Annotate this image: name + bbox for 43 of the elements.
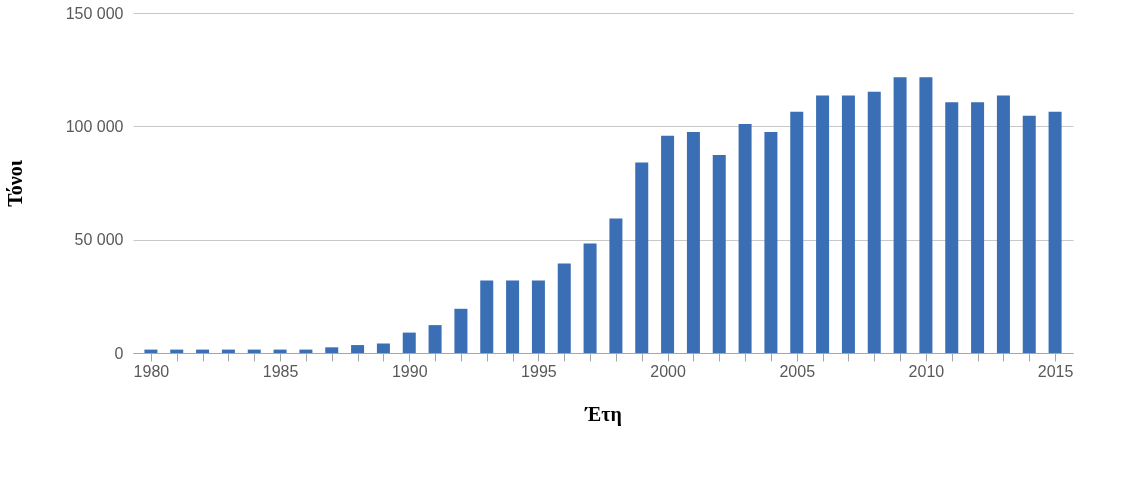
y-axis-title: Τόνοι [3, 159, 26, 207]
bar [790, 111, 804, 353]
x-tick-label: 2015 [1037, 362, 1074, 380]
x-tick-label: 2010 [908, 362, 945, 380]
x-axis-title: Έτη [584, 402, 622, 426]
bar [1048, 111, 1062, 353]
bar [867, 91, 881, 353]
bar [531, 280, 545, 353]
bar [1022, 115, 1036, 353]
bar [996, 95, 1010, 353]
bar [454, 308, 468, 353]
x-tick-label: 1985 [262, 362, 299, 380]
bar [583, 243, 597, 353]
bar [506, 280, 520, 353]
bar [841, 95, 855, 353]
bar [635, 162, 649, 353]
y-tick-label: 50 000 [74, 231, 124, 249]
bar [609, 218, 623, 353]
x-tick-label: 2000 [650, 362, 686, 380]
x-tick-label: 1990 [391, 362, 428, 380]
bar [738, 124, 752, 353]
bar [557, 263, 571, 353]
bar [428, 325, 442, 353]
bar [325, 347, 339, 353]
bar [893, 77, 907, 353]
bar [661, 135, 675, 353]
bar [376, 343, 390, 353]
y-tick-label: 150 000 [65, 4, 124, 22]
bar [402, 332, 416, 353]
bar [816, 95, 830, 353]
bar [945, 102, 959, 353]
y-tick-label: 0 [114, 344, 124, 362]
bar [712, 155, 726, 353]
bar [351, 345, 365, 353]
bar [919, 77, 933, 353]
y-tick-label: 100 000 [65, 117, 124, 135]
bar [480, 280, 494, 353]
x-tick-label: 1995 [521, 362, 557, 380]
x-tick-label: 1980 [133, 362, 170, 380]
bar [686, 132, 700, 353]
bar [971, 102, 985, 353]
x-tick-label: 2005 [779, 362, 816, 380]
bar [764, 132, 778, 353]
